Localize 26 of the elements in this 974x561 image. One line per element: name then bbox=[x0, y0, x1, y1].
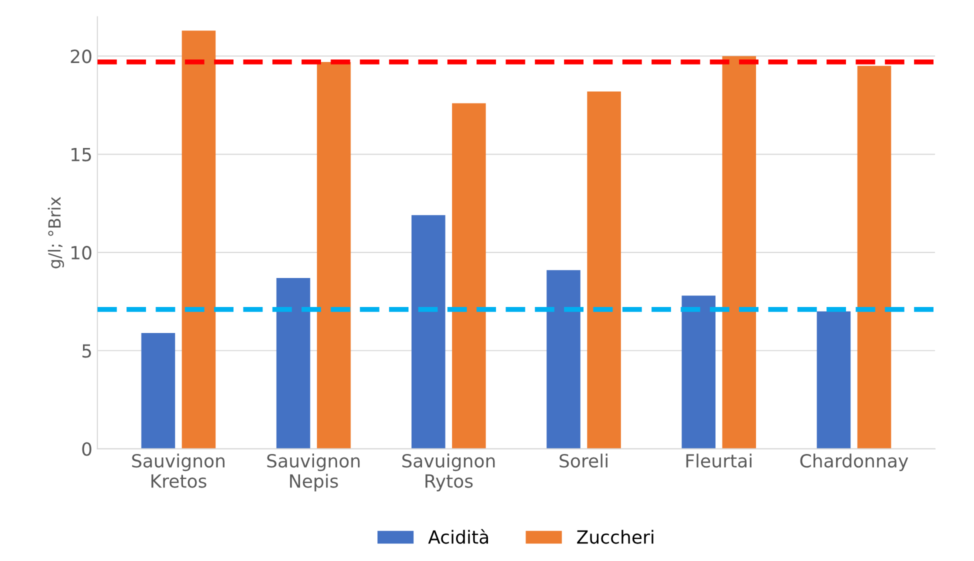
bar bbox=[682, 296, 716, 449]
y-tick-label: 10 bbox=[72, 246, 92, 260]
x-tick-label: Sauvignon Nepis bbox=[267, 454, 360, 492]
bar bbox=[816, 311, 851, 449]
legend-label: Zuccheri bbox=[577, 530, 654, 544]
x-tick-label: Fleurtai bbox=[686, 454, 752, 468]
bar bbox=[452, 103, 486, 449]
bar bbox=[276, 278, 310, 449]
bar bbox=[141, 332, 176, 449]
bar bbox=[182, 30, 216, 449]
bar bbox=[857, 66, 892, 449]
y-axis-title: g/l; °Brix bbox=[48, 196, 64, 268]
y-tick-label: 15 bbox=[72, 148, 91, 162]
y-tick-label: 0 bbox=[82, 442, 92, 456]
bar bbox=[587, 91, 621, 449]
bar bbox=[722, 56, 756, 449]
x-tick-label: Chardonnay bbox=[800, 454, 908, 472]
legend-label: Acidità bbox=[428, 529, 488, 544]
bar bbox=[316, 62, 351, 449]
y-tick-label: 5 bbox=[82, 344, 91, 358]
bar bbox=[546, 270, 580, 449]
x-tick-label: Soreli bbox=[560, 454, 608, 468]
bar bbox=[412, 215, 446, 449]
x-tick-label: Sauvignon Kretos bbox=[132, 454, 224, 488]
x-tick-label: Savuignon Rytos bbox=[402, 454, 495, 492]
y-tick-label: 20 bbox=[70, 50, 92, 64]
